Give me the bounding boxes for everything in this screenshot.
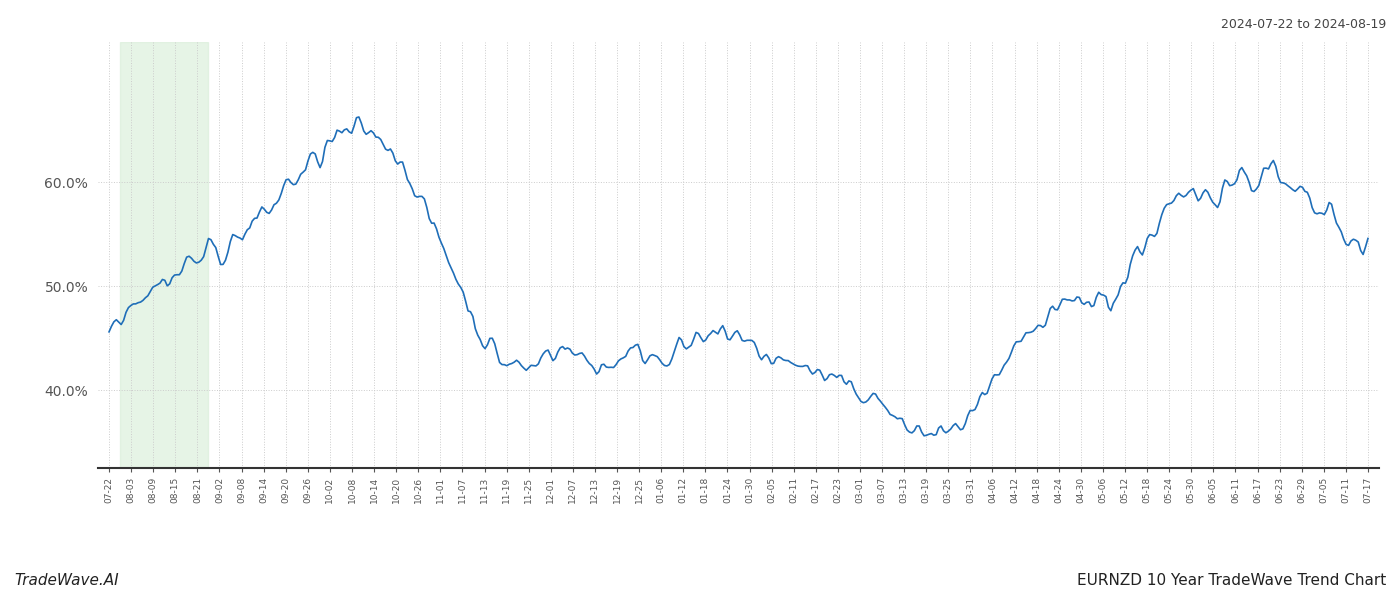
Text: TradeWave.AI: TradeWave.AI	[14, 573, 119, 588]
Text: 2024-07-22 to 2024-08-19: 2024-07-22 to 2024-08-19	[1221, 18, 1386, 31]
Bar	[120, 42, 209, 468]
Text: EURNZD 10 Year TradeWave Trend Chart: EURNZD 10 Year TradeWave Trend Chart	[1077, 573, 1386, 588]
